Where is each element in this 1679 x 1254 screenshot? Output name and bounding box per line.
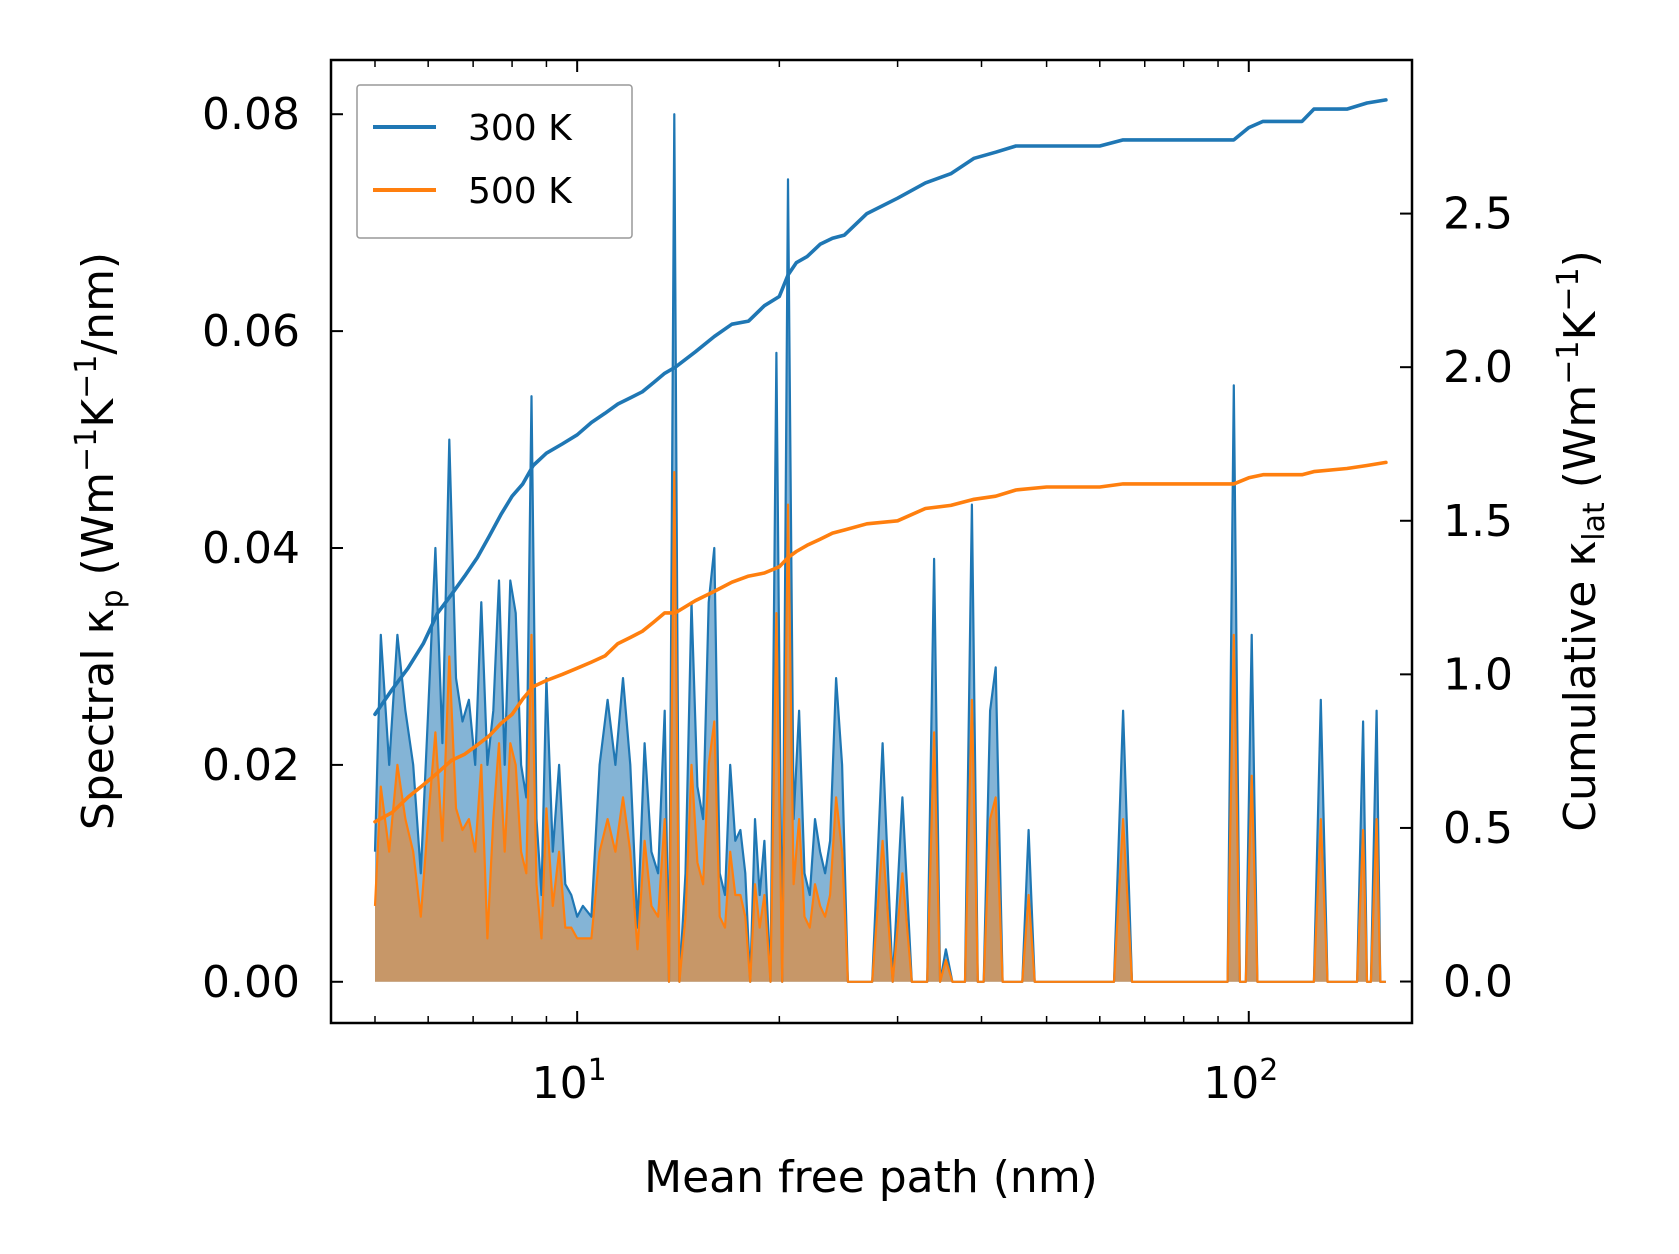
y-left-tick-label: 0.00 [202, 957, 300, 1008]
legend: 300 K 500 K [356, 84, 633, 239]
y-left-tick-label: 0.04 [202, 523, 300, 574]
cumulative-line-500K [373, 460, 1388, 824]
x-tick-labels: 101 102 [532, 1053, 1279, 1109]
y-right-title-sup1: −1 [1551, 340, 1586, 384]
y-right-tick-label: 2.5 [1443, 189, 1513, 240]
y-right-title-unit-a: (Wm [1555, 385, 1606, 503]
spectral-fills [375, 114, 1386, 982]
y-left-tick-label: 0.06 [202, 306, 300, 357]
y-left-tick-labels: 0.00 0.02 0.04 0.06 0.08 [202, 89, 300, 1008]
plot-area-frame [329, 58, 1414, 1025]
legend-label-300K: 300 K [468, 108, 573, 149]
y-right-title-unit-c: ) [1555, 250, 1606, 267]
y-right-tick-label: 1.5 [1443, 496, 1513, 547]
spectral-fill-500K [375, 472, 1386, 982]
y-left-title-unit-a: (Wm [73, 472, 124, 590]
y-left-title-unit-c: /nm) [73, 252, 124, 355]
spectral-fill-300K [375, 114, 1386, 982]
y-right-title-unit-b: K [1555, 310, 1606, 340]
x-tick-label: 102 [1203, 1053, 1278, 1109]
y-left-title-sub: p [95, 589, 130, 608]
spectral-lines [373, 113, 1386, 983]
y-right-axis-title: Cumulative κlat (Wm−1K−1) [1551, 250, 1612, 832]
y-left-axis-title: Spectral κp (Wm−1K−1/nm) [69, 252, 130, 830]
axis-ticks [331, 60, 1412, 1023]
x-tick-label: 101 [532, 1053, 607, 1109]
y-right-title-pre: Cumulative κ [1555, 541, 1606, 832]
y-right-tick-label: 2.0 [1443, 342, 1513, 393]
y-left-title-pre: Spectral κ [73, 609, 124, 831]
x-axis-title: Mean free path (nm) [644, 1152, 1098, 1203]
y-right-tick-labels: 0.0 0.5 1.0 1.5 2.0 2.5 [1443, 189, 1513, 1008]
y-left-tick-label: 0.08 [202, 89, 300, 140]
y-right-tick-label: 0.0 [1443, 957, 1513, 1008]
y-right-title-sub: lat [1577, 502, 1612, 541]
spectral-line-500K [373, 471, 1386, 983]
y-right-title-sup2: −1 [1551, 267, 1586, 311]
legend-box [356, 84, 633, 239]
y-left-title-unit-b: K [73, 398, 124, 428]
y-right-tick-label: 1.0 [1443, 649, 1513, 700]
y-right-tick-label: 0.5 [1443, 803, 1513, 854]
y-left-title-sup2: −1 [69, 355, 104, 399]
y-left-tick-label: 0.02 [202, 740, 300, 791]
y-left-title-sup1: −1 [69, 428, 104, 472]
cumulative-lines [373, 98, 1388, 824]
cumulative-line-300K [373, 98, 1388, 717]
legend-label-500K: 500 K [468, 171, 573, 212]
